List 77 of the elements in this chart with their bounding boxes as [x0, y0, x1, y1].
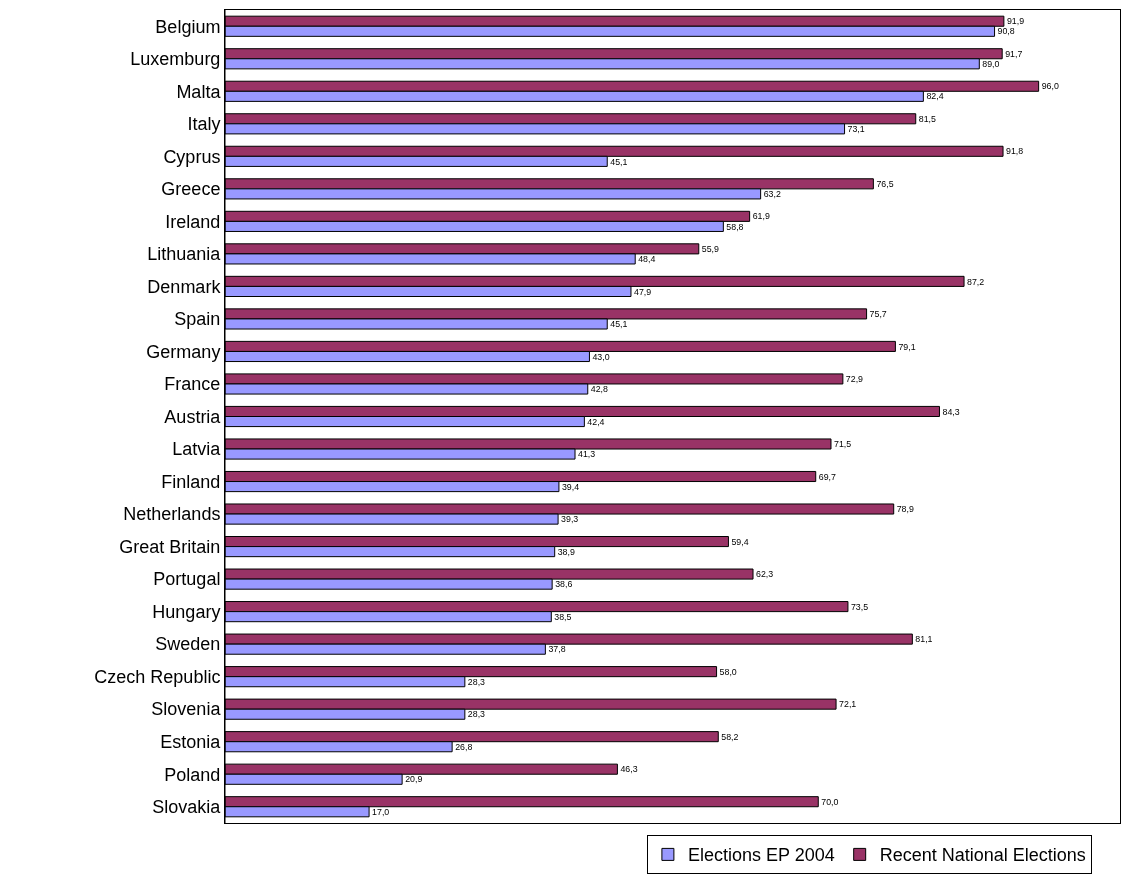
data-label: 58,2 — [721, 731, 739, 742]
data-label: 38,6 — [555, 579, 573, 590]
data-label: 72,9 — [845, 374, 864, 385]
data-label: 89,0 — [982, 58, 1000, 69]
data-label: 61,9 — [752, 211, 770, 222]
data-label: 73,5 — [850, 601, 869, 612]
data-label: 38,9 — [557, 546, 575, 557]
legend-label: Recent National Elections — [879, 845, 1086, 866]
data-label: 69,7 — [818, 471, 836, 482]
data-label: 42,8 — [590, 384, 609, 395]
data-label: 41,3 — [578, 449, 596, 460]
data-label: 91,9 — [1006, 16, 1025, 27]
data-label: 81,1 — [915, 634, 933, 645]
data-label: 73,1 — [847, 124, 865, 135]
y-tick-label: Poland — [164, 764, 221, 785]
y-tick-label: Czech Republic — [94, 666, 221, 687]
data-label: 17,0 — [372, 806, 390, 817]
data-label: 26,8 — [455, 741, 473, 752]
y-tick-label: Lithuania — [147, 244, 222, 265]
data-label: 75,7 — [869, 309, 887, 320]
y-tick-label: Sweden — [155, 634, 221, 655]
y-tick-label: Finland — [161, 471, 221, 492]
data-label: 20,9 — [405, 774, 423, 785]
data-label: 96,0 — [1041, 81, 1059, 92]
data-label: 63,2 — [763, 189, 781, 200]
data-label: 71,5 — [834, 439, 852, 450]
y-tick-label: Cyprus — [163, 146, 221, 167]
data-label: 79,1 — [898, 341, 916, 352]
data-label: 91,7 — [1005, 48, 1023, 59]
data-label: 90,8 — [997, 26, 1015, 37]
data-label: 72,1 — [839, 699, 857, 710]
data-label: 58,0 — [719, 666, 737, 677]
y-tick-label: Malta — [176, 81, 222, 102]
y-tick-label: Slovenia — [151, 699, 222, 720]
y-tick-label: Portugal — [153, 569, 221, 590]
data-label: 37,8 — [548, 644, 566, 655]
data-label: 48,4 — [638, 254, 656, 265]
data-label: 42,4 — [587, 416, 605, 427]
data-label: 81,5 — [918, 113, 936, 124]
data-label: 47,9 — [633, 286, 652, 297]
y-tick-label: Greece — [161, 179, 221, 200]
y-tick-label: Spain — [174, 309, 221, 330]
y-tick-label: Ireland — [165, 211, 221, 232]
y-tick-label: Estonia — [160, 732, 222, 752]
y-tick-label: Latvia — [172, 439, 222, 460]
data-label: 55,9 — [701, 244, 720, 255]
y-tick-label: Austria — [164, 406, 222, 427]
data-label: 78,9 — [896, 504, 914, 515]
data-label: 45,1 — [610, 319, 628, 330]
data-label: 39,3 — [561, 514, 579, 525]
y-tick-label: Netherlands — [123, 504, 221, 525]
y-tick-label: Luxemburg — [130, 49, 221, 70]
y-tick-label: France — [164, 374, 221, 395]
y-tick-label: Hungary — [152, 601, 221, 622]
data-label: 28,3 — [467, 709, 486, 720]
data-label: 70,0 — [821, 796, 839, 807]
y-tick-label: Italy — [187, 114, 221, 135]
legend-label: Elections EP 2004 — [687, 845, 835, 866]
data-label: 58,8 — [726, 221, 744, 232]
data-label: 59,4 — [731, 536, 749, 547]
data-label: 84,3 — [942, 406, 960, 417]
y-tick-label: Belgium — [155, 16, 221, 37]
y-tick-label: Great Britain — [119, 536, 221, 557]
data-label: 87,2 — [967, 276, 985, 287]
data-label: 82,4 — [926, 91, 944, 102]
data-label: 43,0 — [592, 351, 610, 362]
data-label: 46,3 — [620, 764, 638, 775]
data-label: 62,3 — [756, 569, 774, 580]
data-label: 76,5 — [876, 178, 894, 189]
data-label: 91,8 — [1006, 146, 1024, 157]
data-label: 28,3 — [467, 676, 486, 687]
data-label: 38,5 — [554, 611, 572, 622]
data-label: 39,4 — [561, 481, 580, 492]
y-tick-label: Germany — [146, 341, 221, 362]
data-label: 45,1 — [610, 156, 628, 167]
y-tick-label: Denmark — [147, 276, 222, 297]
y-tick-label: Slovakia — [152, 797, 222, 818]
